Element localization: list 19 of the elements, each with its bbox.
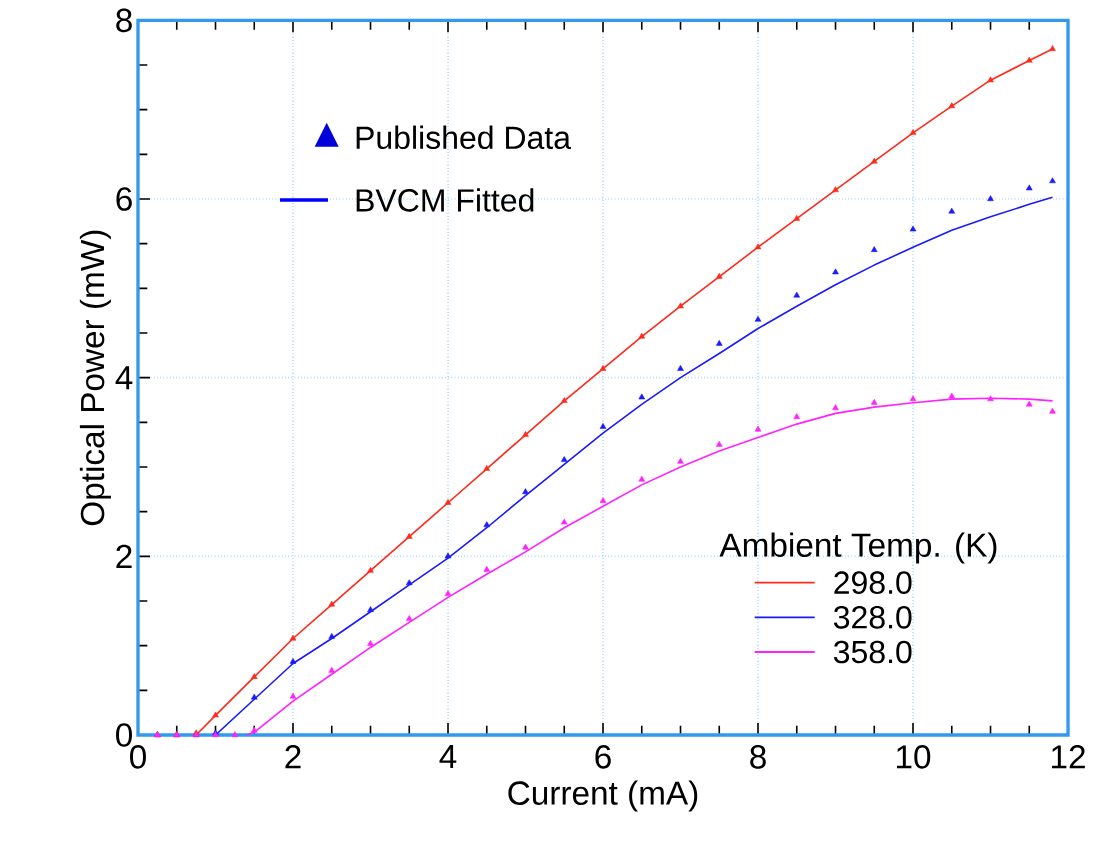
legend-title: Ambient Temp. (K) [719, 532, 997, 564]
x-tick-label: 12 [1052, 745, 1085, 769]
y-tick-label: 6 [116, 187, 132, 211]
x-tick-label: 6 [595, 745, 611, 769]
y-tick-label: 2 [116, 544, 132, 568]
y-tick-label: 8 [116, 8, 132, 33]
x-tick-label: 10 [897, 745, 931, 769]
x-tick-label: 8 [750, 745, 766, 769]
y-tick-label: 0 [116, 723, 132, 747]
x-tick-label: 2 [285, 745, 301, 769]
legend-label: 358.0 [833, 640, 912, 664]
legend-label: 328.0 [833, 606, 912, 629]
y-axis-title: Optical Power (mW) [79, 230, 111, 526]
x-tick-label: 4 [439, 745, 457, 768]
y-tick-label: 4 [115, 366, 133, 390]
annotation: Published Data [356, 125, 572, 150]
x-axis-title: Current (mA) [508, 780, 698, 812]
legend-label: 298.0 [834, 571, 912, 594]
annotation: BVCM Fitted [356, 188, 534, 212]
